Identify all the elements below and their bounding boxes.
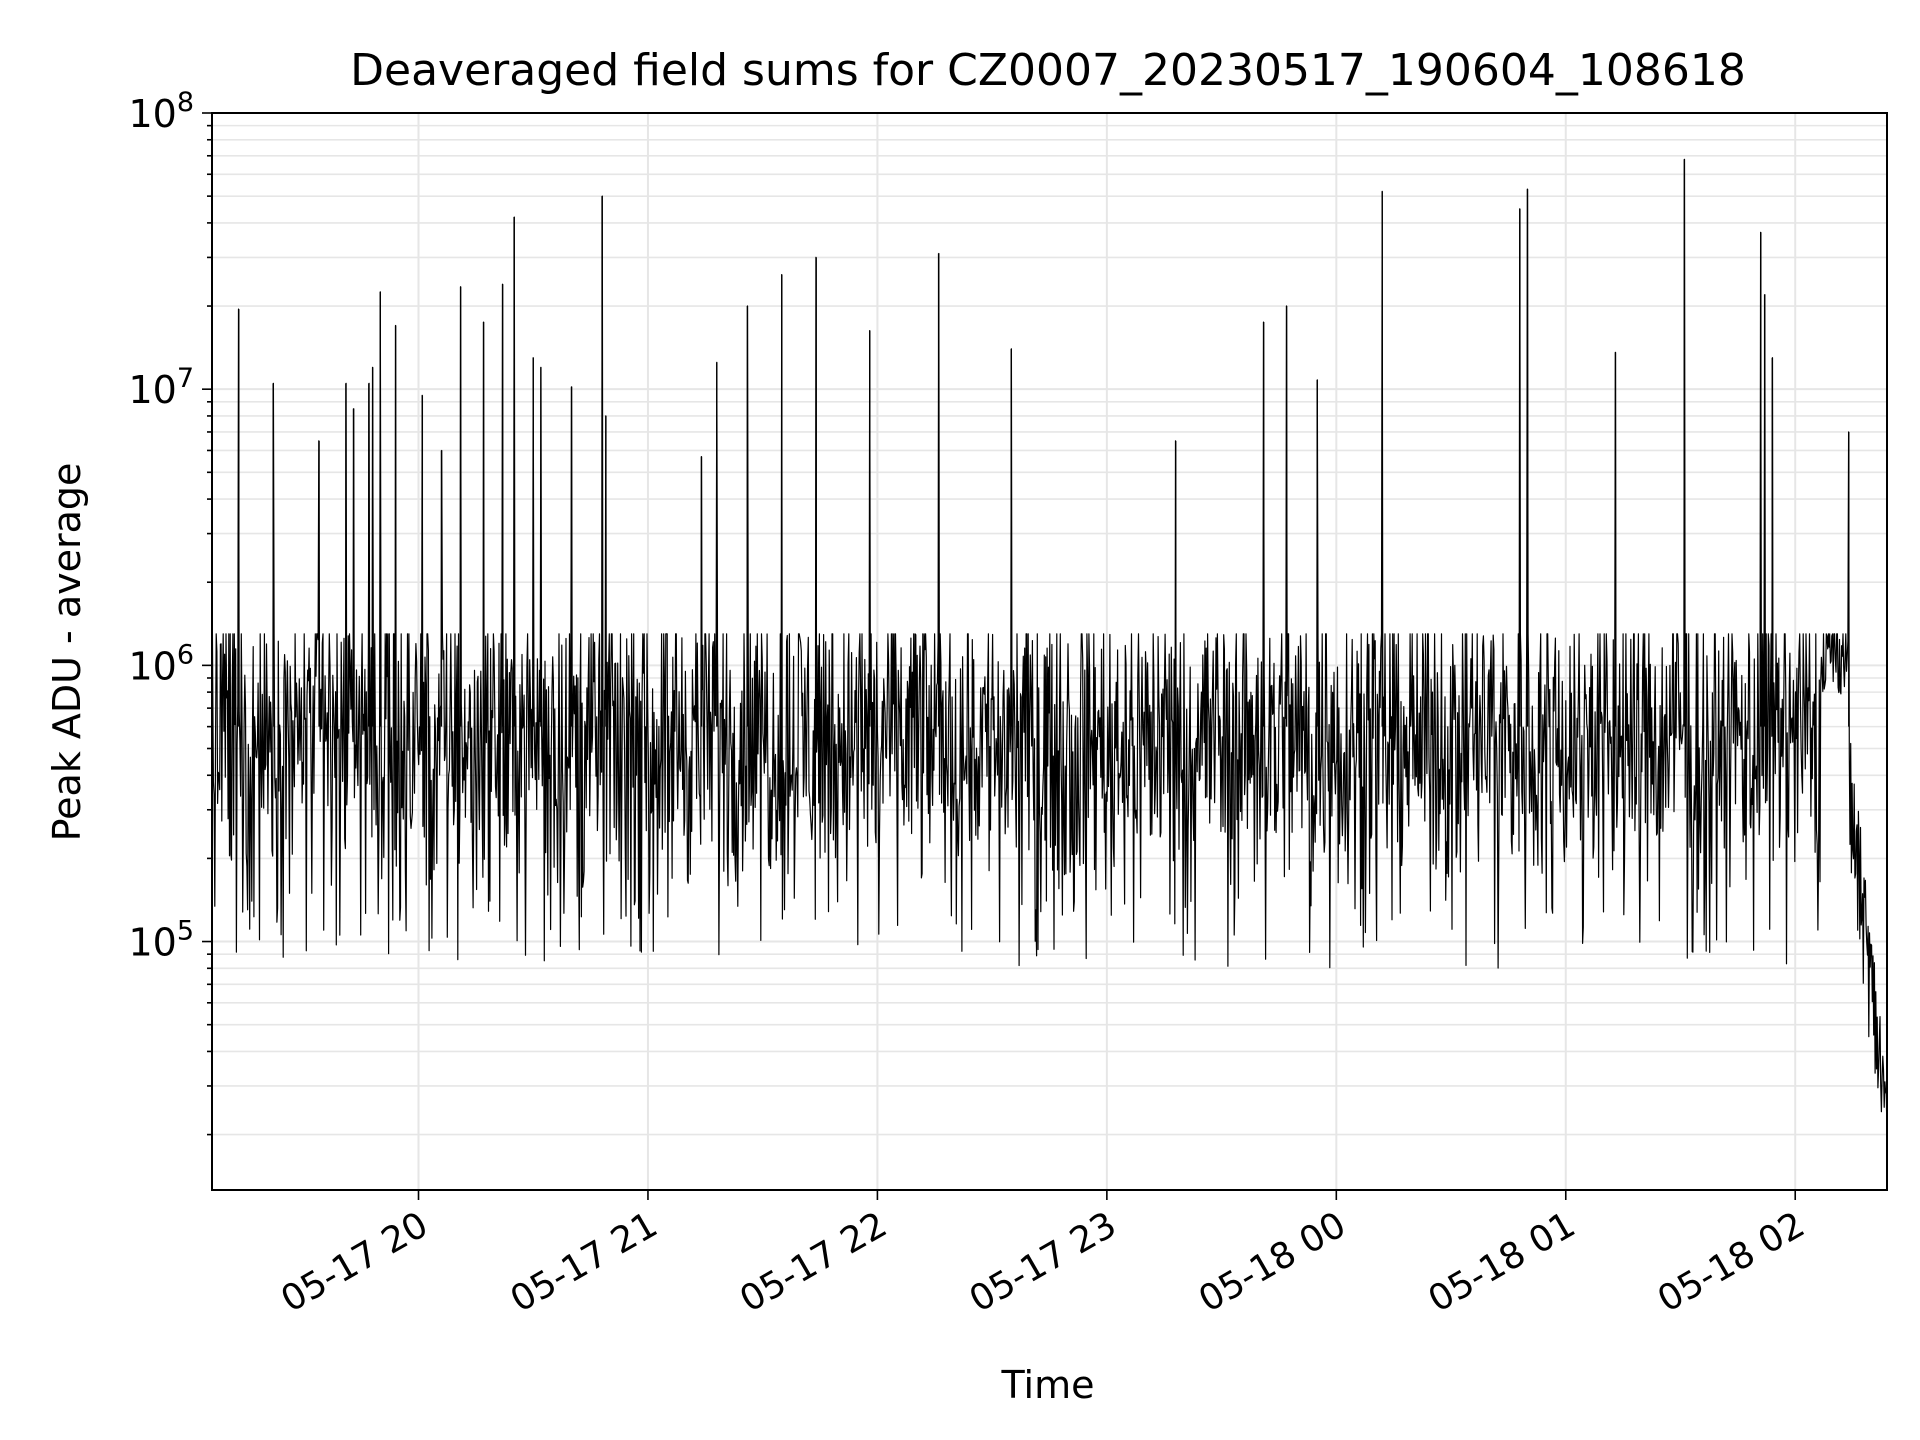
y-tick-exponent: 7 [177, 363, 194, 394]
series-line [211, 158, 1888, 1138]
y-tick-exponent: 6 [177, 639, 194, 670]
y-tick-exponent: 8 [177, 87, 194, 118]
y-tick-label: 105 [128, 916, 194, 965]
y-tick-label: 108 [128, 87, 194, 136]
series-group [211, 158, 1888, 1138]
plot-frame [211, 112, 1888, 1191]
y-tick-exponent: 5 [177, 916, 194, 947]
y-axis-label: Peak ADU - average [45, 463, 89, 842]
chart-title: Deaveraged field sums for CZ0007_2023051… [350, 45, 1746, 96]
x-axis-label: Time [1001, 1363, 1095, 1407]
